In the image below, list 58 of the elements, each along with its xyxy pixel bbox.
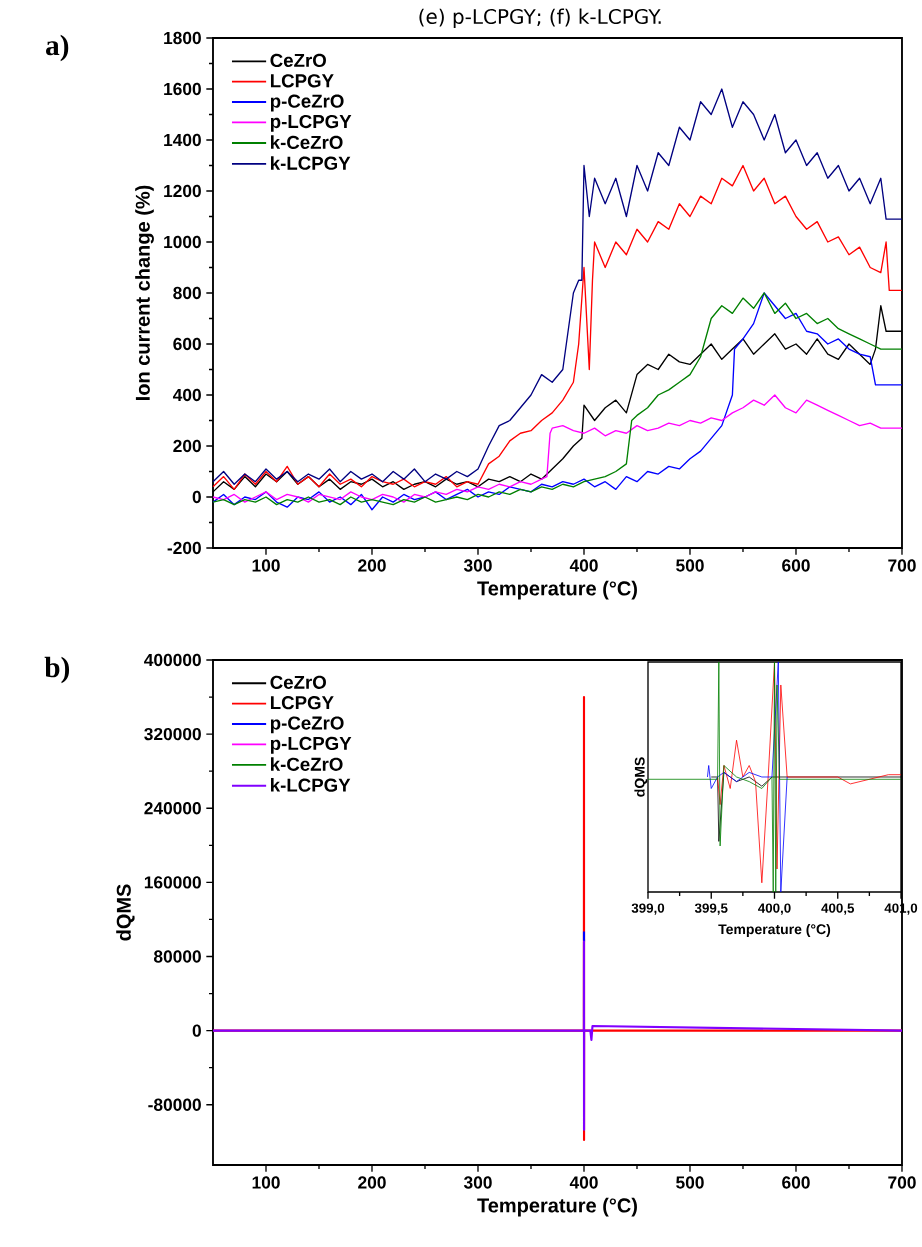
y-axis-title: dQMS bbox=[116, 884, 135, 941]
legend-label: k-CeZrO bbox=[270, 135, 343, 149]
legend-label: p-CeZrO bbox=[270, 716, 344, 734]
y-tick-label: 80000 bbox=[153, 950, 201, 963]
line-series bbox=[211, 940, 904, 1131]
y-tick-label: 1000 bbox=[164, 235, 201, 249]
legend-label: LCPGY bbox=[270, 74, 334, 88]
y-tick-label: 200 bbox=[173, 439, 201, 453]
y-tick-label: 1400 bbox=[164, 133, 201, 147]
legend-label: CeZrO bbox=[270, 675, 326, 689]
x-tick-label: 100 bbox=[252, 1176, 280, 1189]
x-tick-label: 300 bbox=[463, 559, 492, 572]
y-tick-label: 1200 bbox=[164, 184, 201, 198]
x-axis-title: Temperature (°C) bbox=[477, 1197, 637, 1217]
y-tick-label: -80000 bbox=[148, 1098, 201, 1111]
y-tick-label: 400000 bbox=[144, 653, 201, 667]
x-tick-label: 500 bbox=[676, 559, 704, 572]
y-tick-label: 240000 bbox=[144, 802, 201, 815]
x-tick-label: 400 bbox=[569, 1176, 598, 1189]
chart-title: a) bbox=[45, 34, 69, 62]
x-tick-label: 400,0 bbox=[757, 903, 791, 915]
y-tick-label: 0 bbox=[192, 490, 201, 504]
x-tick-label: 400,5 bbox=[821, 903, 855, 915]
x-axis-title: Temperature (°C) bbox=[477, 580, 637, 600]
x-tick-label: 399,0 bbox=[631, 903, 665, 915]
x-axis-title: Temperature (°C) bbox=[718, 923, 831, 937]
text: (e) p-LCPGY; (f) k-LCPGY. bbox=[419, 8, 661, 28]
legend-label: CeZrO bbox=[270, 53, 326, 68]
chart-title: b) bbox=[44, 656, 69, 684]
y-tick-label: 1600 bbox=[164, 82, 201, 96]
y-tick-label: 600 bbox=[173, 337, 201, 351]
legend-label: LCPGY bbox=[270, 696, 334, 710]
x-tick-label: 500 bbox=[676, 1176, 704, 1189]
y-tick-label: -200 bbox=[167, 541, 201, 555]
y-axis-title: Ion current change (%) bbox=[135, 185, 154, 400]
y-tick-label: 0 bbox=[192, 1024, 201, 1037]
y-tick-label: 800 bbox=[173, 286, 201, 300]
y-tick-label: 1800 bbox=[164, 31, 201, 45]
legend-label: k-LCPGY bbox=[270, 778, 351, 792]
x-tick-label: 700 bbox=[888, 1176, 916, 1189]
x-tick-label: 600 bbox=[782, 1176, 810, 1189]
y-tick-label: 160000 bbox=[144, 876, 201, 889]
y-axis-title: dQMS bbox=[634, 757, 648, 797]
x-tick-label: 200 bbox=[358, 1176, 386, 1189]
x-tick-label: 700 bbox=[888, 559, 916, 572]
x-tick-label: 300 bbox=[463, 1176, 492, 1189]
legend-label: p-CeZrO bbox=[270, 94, 344, 112]
x-tick-label: 400 bbox=[569, 559, 598, 572]
legend-label: p-LCPGY bbox=[270, 114, 352, 132]
x-tick-label: 100 bbox=[252, 559, 280, 572]
legend-label: k-CeZrO bbox=[270, 757, 343, 771]
legend-label: k-LCPGY bbox=[270, 156, 351, 170]
y-tick-label: 400 bbox=[172, 388, 201, 402]
y-tick-label: 320000 bbox=[144, 727, 201, 741]
legend-label: p-LCPGY bbox=[270, 736, 352, 754]
x-tick-label: 399,5 bbox=[694, 903, 728, 915]
x-tick-label: 600 bbox=[782, 559, 810, 572]
x-tick-label: 200 bbox=[358, 559, 386, 572]
